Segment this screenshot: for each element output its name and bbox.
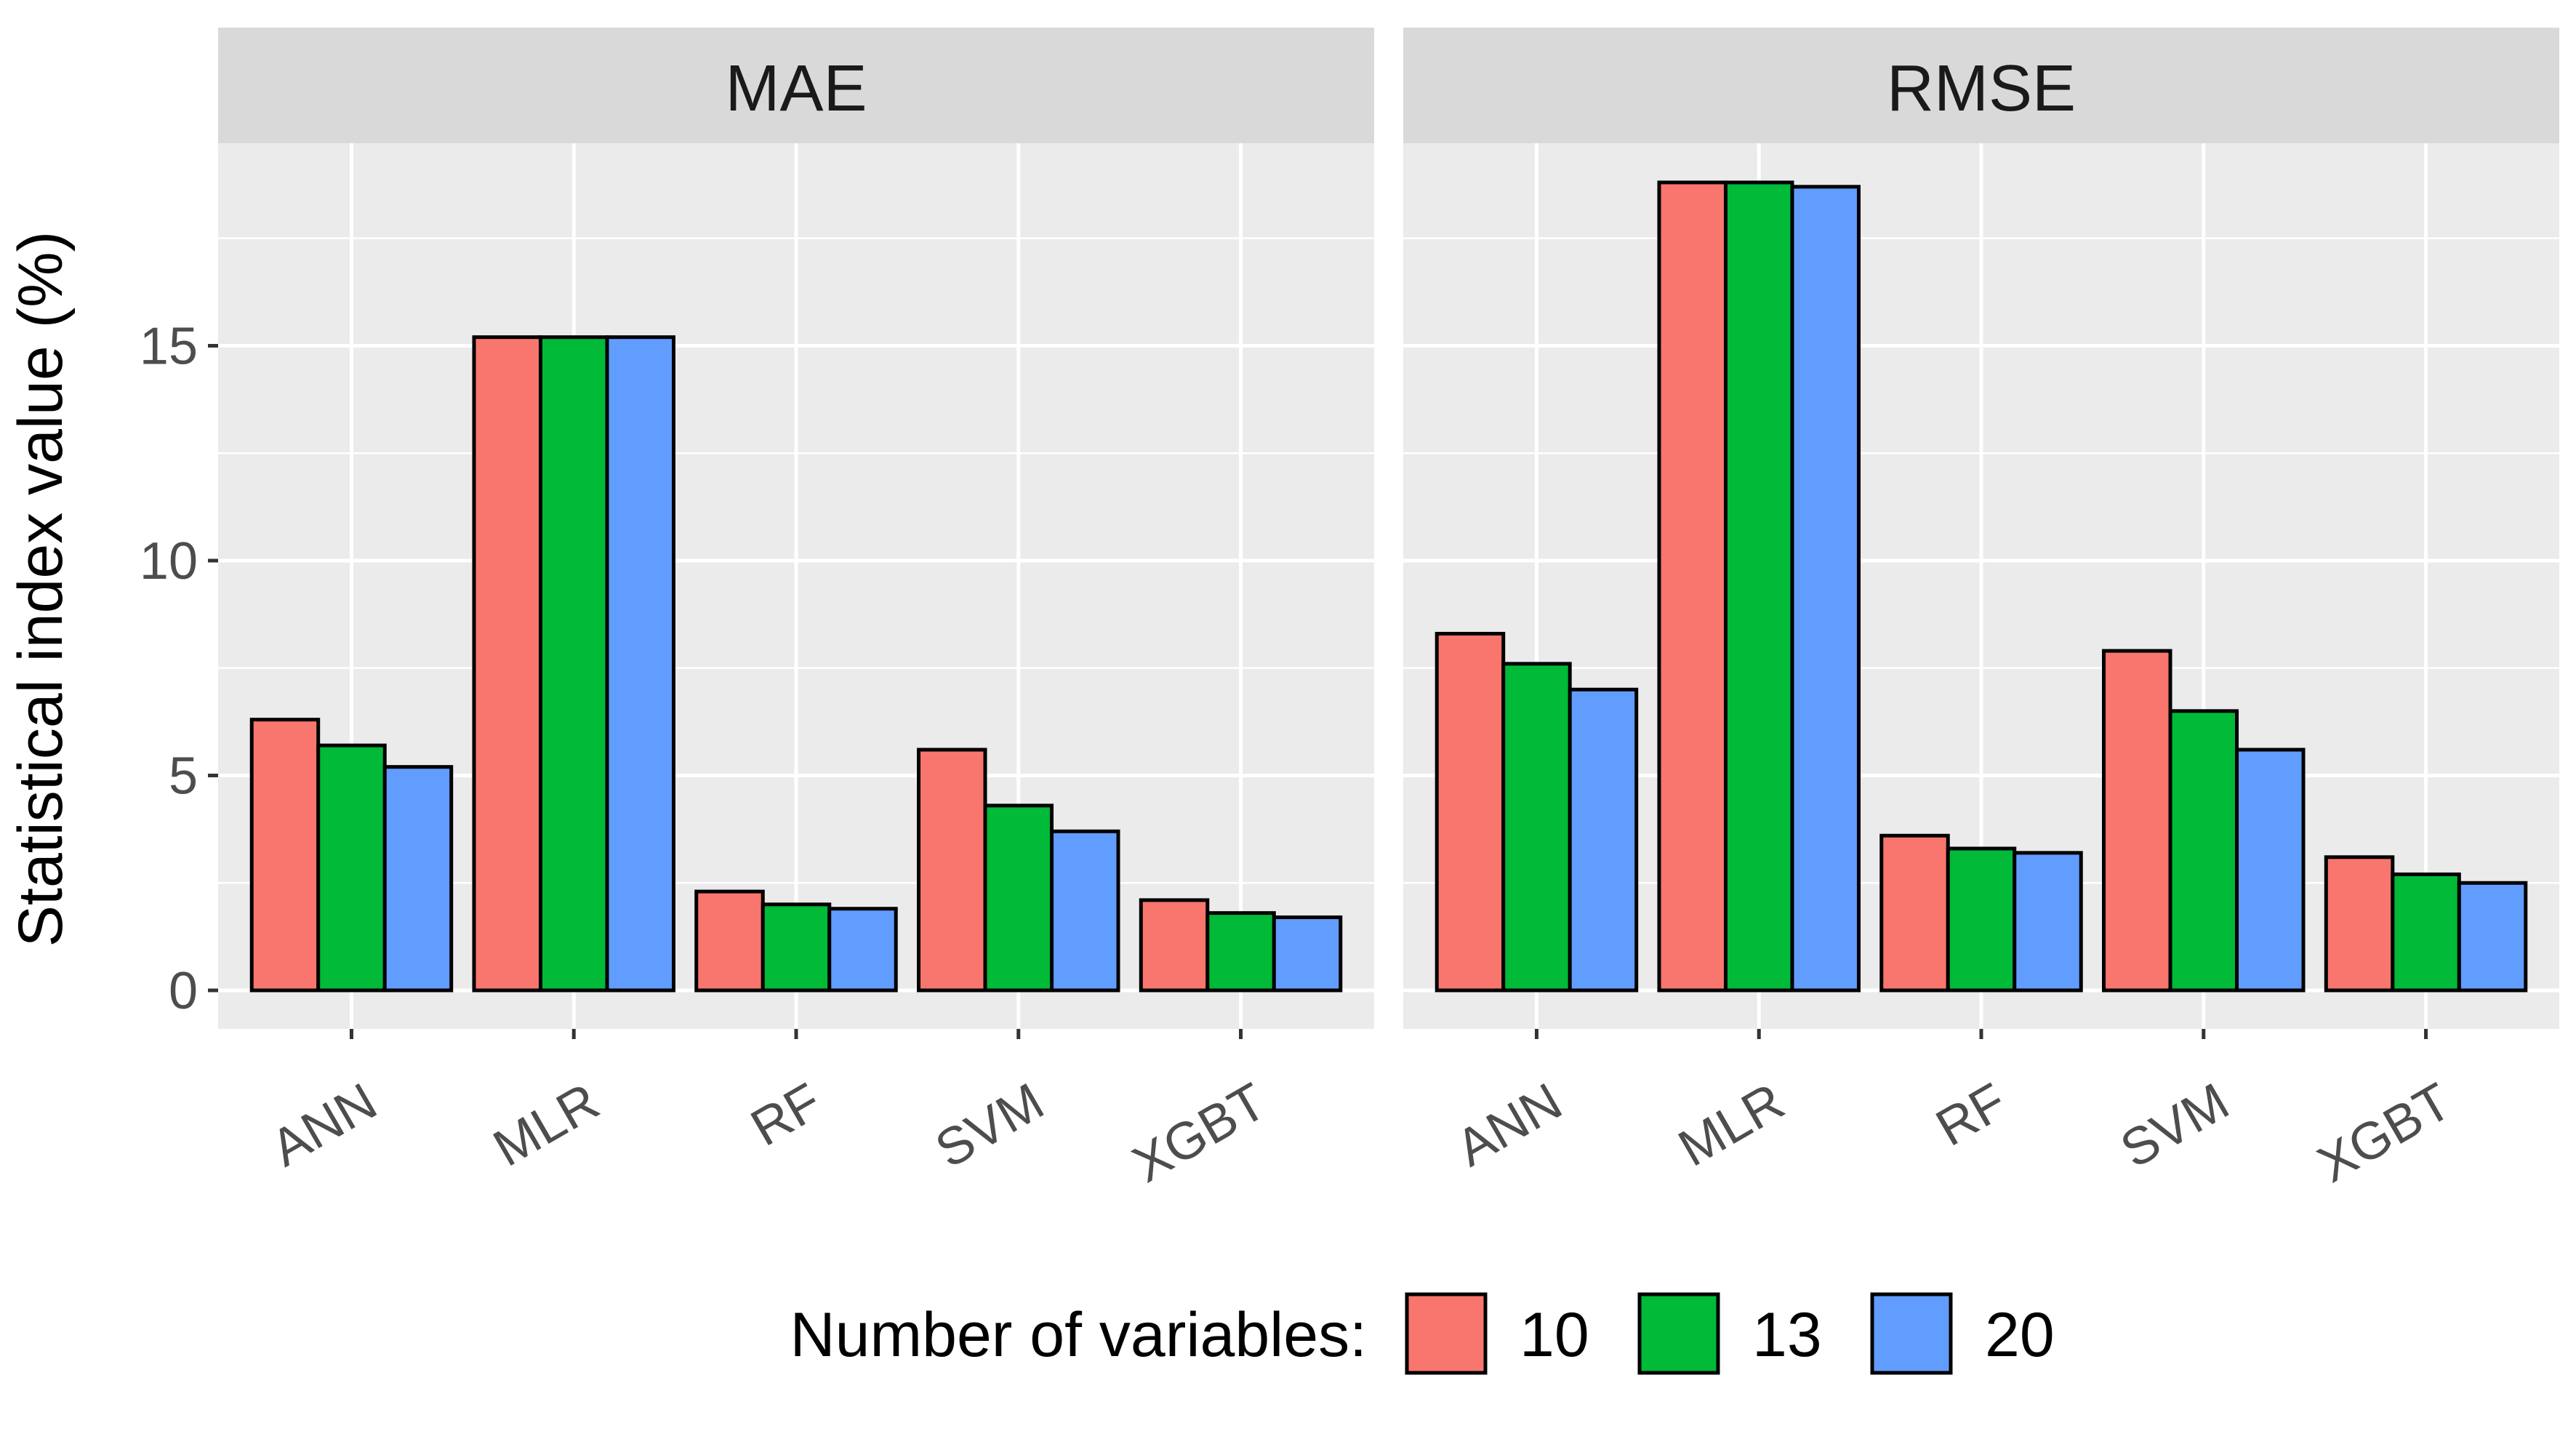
x-tick-label-xgbt: XGBT [1123, 1073, 1276, 1194]
bar-rmse-ann-13 [1501, 662, 1572, 993]
bar-mae-xgbt-13 [1205, 911, 1276, 993]
legend-label: 13 [1752, 1300, 1822, 1370]
bar-mae-rf-20 [827, 907, 898, 993]
x-tick-label-svm: SVM [926, 1073, 1054, 1179]
bar-rmse-mlr-10 [1657, 180, 1728, 993]
y-axis-ticks: 0 5 10 15 [140, 318, 218, 1020]
y-tick-label: 5 [169, 747, 198, 806]
x-tick-label-svm: SVM [2111, 1073, 2239, 1179]
bar-mae-mlr-10 [472, 335, 542, 993]
bar-rmse-rf-13 [1946, 846, 2017, 993]
legend-swatch [1637, 1292, 1720, 1375]
x-tick-label-xgbt: XGBT [2308, 1073, 2461, 1194]
bar-rmse-xgbt-13 [2391, 872, 2461, 993]
bar-rmse-svm-20 [2235, 747, 2306, 993]
legend-swatch [1870, 1292, 1953, 1375]
bar-mae-mlr-13 [538, 335, 609, 993]
bar-rmse-rf-20 [2013, 851, 2083, 993]
bar-rmse-mlr-13 [1723, 180, 1794, 993]
panels: MAE ANN MLR RF SVM XGBT RMSE ANN MLR RF SVM XGBT [218, 28, 2559, 1194]
panel-rmse: RMSE ANN MLR RF SVM XGBT [1403, 28, 2559, 1194]
legend-label: 20 [1985, 1300, 2055, 1370]
legend-keys: 10 13 20 [1405, 1292, 2055, 1375]
panel-strip [1403, 28, 2559, 143]
x-tick-label-ann: ANN [262, 1073, 387, 1178]
bar-rmse-svm-10 [2102, 649, 2172, 993]
bar-rmse-ann-10 [1435, 631, 1506, 993]
legend: Number of variables: 10 13 20 [790, 1292, 2055, 1375]
y-axis-title: Statistical index value (%) [6, 231, 76, 947]
bar-mae-xgbt-10 [1139, 898, 1210, 993]
bar-mae-svm-10 [917, 747, 987, 993]
x-tick-label-ann: ANN [1447, 1073, 1572, 1178]
panel-strip-label: MAE [725, 52, 867, 125]
bar-mae-rf-13 [761, 902, 832, 993]
legend-item-10: 10 [1405, 1292, 1589, 1375]
bar-rmse-svm-13 [2168, 709, 2239, 993]
x-tick-label-mlr: MLR [484, 1073, 609, 1178]
legend-item-20: 20 [1870, 1292, 2055, 1375]
legend-item-13: 13 [1637, 1292, 1822, 1375]
legend-swatch [1405, 1292, 1488, 1375]
y-tick-label: 0 [169, 962, 198, 1020]
bar-mae-rf-10 [694, 889, 765, 993]
legend-label: 10 [1520, 1300, 1589, 1370]
bar-mae-ann-13 [316, 743, 387, 993]
bar-rmse-xgbt-10 [2324, 855, 2395, 993]
panel-strip-label: RMSE [1887, 52, 2076, 125]
bar-mae-xgbt-20 [1272, 915, 1343, 993]
bar-mae-svm-13 [983, 803, 1054, 993]
x-tick-label-mlr: MLR [1669, 1073, 1794, 1178]
bar-mae-svm-20 [1050, 829, 1120, 993]
y-tick-label: 15 [140, 318, 198, 376]
bar-rmse-xgbt-20 [2457, 881, 2528, 993]
bar-rmse-mlr-20 [1790, 185, 1861, 993]
bar-mae-ann-10 [249, 718, 321, 993]
x-tick-label-rf: RF [742, 1073, 831, 1158]
panel-strip [218, 28, 1374, 143]
legend-title: Number of variables: [790, 1300, 1367, 1370]
bar-rmse-ann-20 [1568, 687, 1639, 993]
bar-mae-mlr-20 [605, 335, 675, 993]
bar-mae-ann-20 [382, 765, 454, 993]
panel-mae: MAE ANN MLR RF SVM XGBT [218, 28, 1374, 1194]
y-tick-label: 10 [140, 532, 198, 590]
bar-rmse-rf-10 [1879, 833, 1950, 993]
x-tick-label-rf: RF [1927, 1073, 2016, 1158]
